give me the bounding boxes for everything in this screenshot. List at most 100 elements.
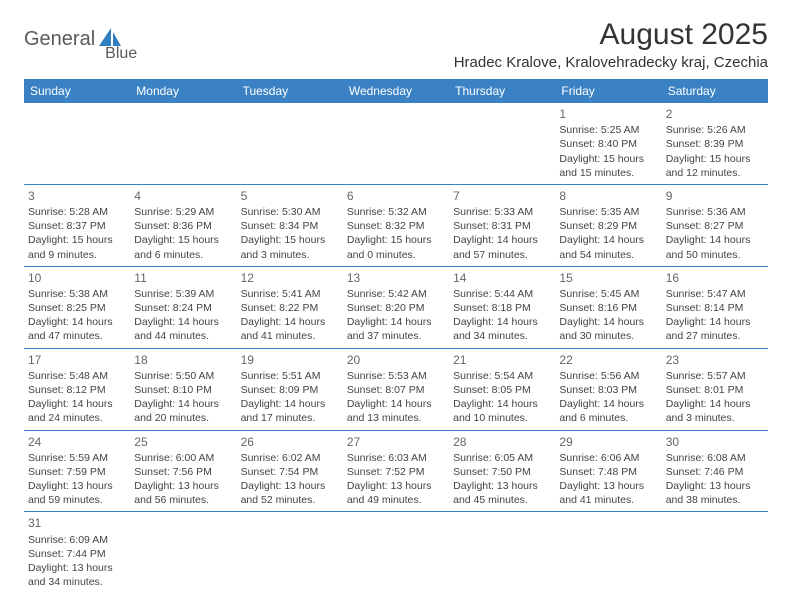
weekday-header: Monday [130,79,236,103]
sunset-text: Sunset: 8:31 PM [453,219,551,233]
day-cell-empty [24,103,130,184]
day-number: 14 [453,270,551,286]
sunrise-text: Sunrise: 5:42 AM [347,287,445,301]
daylight-text: Daylight: 13 hours and 34 minutes. [28,561,126,589]
sunset-text: Sunset: 8:32 PM [347,219,445,233]
day-number: 5 [241,188,339,204]
calendar: SundayMondayTuesdayWednesdayThursdayFrid… [24,79,768,593]
day-number: 21 [453,352,551,368]
day-number: 10 [28,270,126,286]
day-cell: 15Sunrise: 5:45 AMSunset: 8:16 PMDayligh… [555,267,661,348]
sunrise-text: Sunrise: 5:39 AM [134,287,232,301]
day-cell: 2Sunrise: 5:26 AMSunset: 8:39 PMDaylight… [662,103,768,184]
week-row: 1Sunrise: 5:25 AMSunset: 8:40 PMDaylight… [24,103,768,185]
day-number: 30 [666,434,764,450]
sunset-text: Sunset: 8:01 PM [666,383,764,397]
daylight-text: Daylight: 14 hours and 10 minutes. [453,397,551,425]
day-number: 23 [666,352,764,368]
day-cell: 25Sunrise: 6:00 AMSunset: 7:56 PMDayligh… [130,431,236,512]
day-cell-empty [343,103,449,184]
day-number: 27 [347,434,445,450]
sunrise-text: Sunrise: 5:44 AM [453,287,551,301]
daylight-text: Daylight: 14 hours and 54 minutes. [559,233,657,261]
day-number: 17 [28,352,126,368]
sunrise-text: Sunrise: 5:41 AM [241,287,339,301]
daylight-text: Daylight: 15 hours and 9 minutes. [28,233,126,261]
day-number: 1 [559,106,657,122]
day-cell: 28Sunrise: 6:05 AMSunset: 7:50 PMDayligh… [449,431,555,512]
day-cell: 26Sunrise: 6:02 AMSunset: 7:54 PMDayligh… [237,431,343,512]
sunrise-text: Sunrise: 6:03 AM [347,451,445,465]
weekday-header: Sunday [24,79,130,103]
day-cell: 1Sunrise: 5:25 AMSunset: 8:40 PMDaylight… [555,103,661,184]
sunrise-text: Sunrise: 5:53 AM [347,369,445,383]
day-cell: 31Sunrise: 6:09 AMSunset: 7:44 PMDayligh… [24,512,130,593]
week-row: 31Sunrise: 6:09 AMSunset: 7:44 PMDayligh… [24,512,768,593]
day-cell: 18Sunrise: 5:50 AMSunset: 8:10 PMDayligh… [130,349,236,430]
weekday-header-row: SundayMondayTuesdayWednesdayThursdayFrid… [24,79,768,103]
page-title: August 2025 [454,18,768,52]
day-number: 2 [666,106,764,122]
day-cell-empty [237,512,343,593]
sunrise-text: Sunrise: 5:25 AM [559,123,657,137]
sunset-text: Sunset: 7:56 PM [134,465,232,479]
day-number: 16 [666,270,764,286]
day-cell: 7Sunrise: 5:33 AMSunset: 8:31 PMDaylight… [449,185,555,266]
sunset-text: Sunset: 8:24 PM [134,301,232,315]
day-cell: 8Sunrise: 5:35 AMSunset: 8:29 PMDaylight… [555,185,661,266]
sunset-text: Sunset: 8:07 PM [347,383,445,397]
week-row: 24Sunrise: 5:59 AMSunset: 7:59 PMDayligh… [24,431,768,513]
daylight-text: Daylight: 14 hours and 13 minutes. [347,397,445,425]
daylight-text: Daylight: 14 hours and 34 minutes. [453,315,551,343]
sunset-text: Sunset: 8:40 PM [559,137,657,151]
daylight-text: Daylight: 15 hours and 3 minutes. [241,233,339,261]
title-block: August 2025 Hradec Kralove, Kralovehrade… [454,18,768,71]
daylight-text: Daylight: 14 hours and 57 minutes. [453,233,551,261]
day-number: 13 [347,270,445,286]
weekday-header: Tuesday [237,79,343,103]
logo: General Blue [24,26,137,53]
day-cell: 17Sunrise: 5:48 AMSunset: 8:12 PMDayligh… [24,349,130,430]
sunrise-text: Sunrise: 5:50 AM [134,369,232,383]
daylight-text: Daylight: 15 hours and 12 minutes. [666,152,764,180]
sunset-text: Sunset: 8:36 PM [134,219,232,233]
sunset-text: Sunset: 8:29 PM [559,219,657,233]
logo-text-left: General [24,28,95,51]
day-cell-empty [555,512,661,593]
daylight-text: Daylight: 14 hours and 6 minutes. [559,397,657,425]
day-cell: 14Sunrise: 5:44 AMSunset: 8:18 PMDayligh… [449,267,555,348]
day-cell: 9Sunrise: 5:36 AMSunset: 8:27 PMDaylight… [662,185,768,266]
sunrise-text: Sunrise: 5:33 AM [453,205,551,219]
sunset-text: Sunset: 7:46 PM [666,465,764,479]
day-cell-empty [449,512,555,593]
day-cell: 20Sunrise: 5:53 AMSunset: 8:07 PMDayligh… [343,349,449,430]
sunrise-text: Sunrise: 5:30 AM [241,205,339,219]
sunset-text: Sunset: 8:37 PM [28,219,126,233]
day-number: 7 [453,188,551,204]
daylight-text: Daylight: 14 hours and 37 minutes. [347,315,445,343]
daylight-text: Daylight: 14 hours and 44 minutes. [134,315,232,343]
daylight-text: Daylight: 13 hours and 59 minutes. [28,479,126,507]
day-number: 15 [559,270,657,286]
sunset-text: Sunset: 8:22 PM [241,301,339,315]
day-number: 8 [559,188,657,204]
day-number: 3 [28,188,126,204]
day-cell: 13Sunrise: 5:42 AMSunset: 8:20 PMDayligh… [343,267,449,348]
sunset-text: Sunset: 7:50 PM [453,465,551,479]
sunrise-text: Sunrise: 5:32 AM [347,205,445,219]
day-number: 26 [241,434,339,450]
day-cell: 23Sunrise: 5:57 AMSunset: 8:01 PMDayligh… [662,349,768,430]
daylight-text: Daylight: 15 hours and 15 minutes. [559,152,657,180]
weeks-container: 1Sunrise: 5:25 AMSunset: 8:40 PMDaylight… [24,103,768,593]
sunset-text: Sunset: 8:12 PM [28,383,126,397]
day-cell: 5Sunrise: 5:30 AMSunset: 8:34 PMDaylight… [237,185,343,266]
sunset-text: Sunset: 8:16 PM [559,301,657,315]
week-row: 10Sunrise: 5:38 AMSunset: 8:25 PMDayligh… [24,267,768,349]
day-cell-empty [130,512,236,593]
day-cell-empty [449,103,555,184]
sunset-text: Sunset: 8:18 PM [453,301,551,315]
weekday-header: Thursday [449,79,555,103]
daylight-text: Daylight: 13 hours and 56 minutes. [134,479,232,507]
day-number: 20 [347,352,445,368]
day-cell: 29Sunrise: 6:06 AMSunset: 7:48 PMDayligh… [555,431,661,512]
